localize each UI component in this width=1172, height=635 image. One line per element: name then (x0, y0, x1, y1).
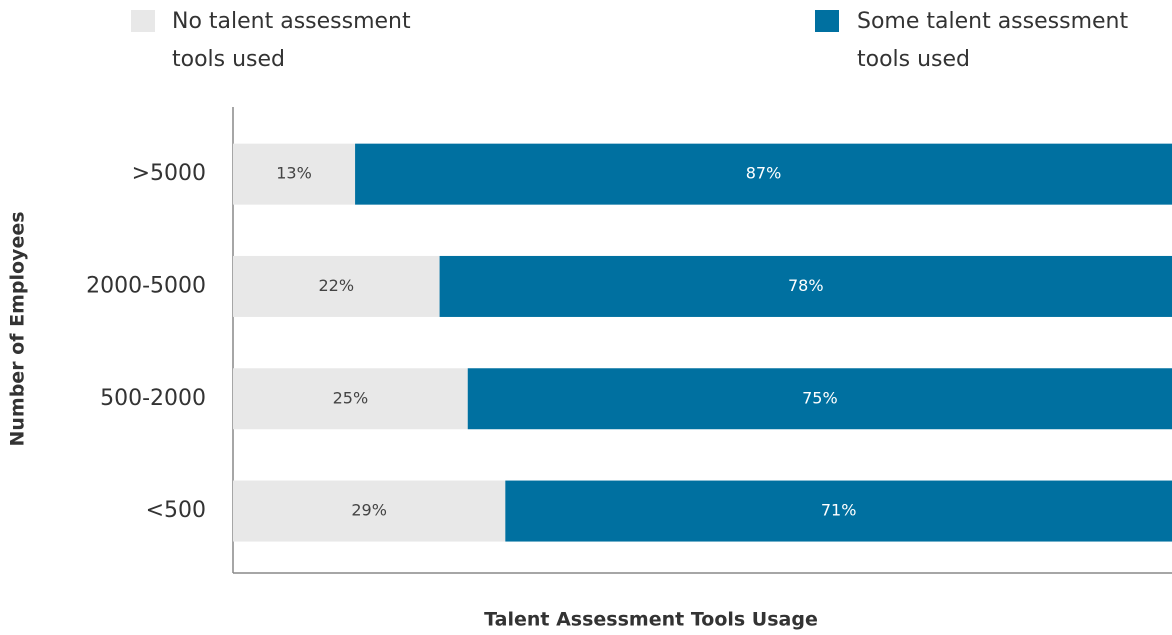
legend-label: Some talent assessment tools used (857, 9, 1129, 72)
legend-label: No talent assessment tools used (172, 9, 411, 72)
bar-segment (467, 368, 1172, 430)
data-label: 25% (333, 388, 369, 407)
data-label: 29% (351, 501, 387, 520)
y-tick-label: 500-2000 (100, 386, 206, 411)
y-tick-label: 2000-5000 (86, 273, 206, 298)
data-label: 22% (319, 276, 355, 295)
bar-segment (439, 255, 1172, 317)
data-label: 87% (746, 164, 782, 183)
data-label: 75% (802, 388, 838, 407)
legend-swatch (131, 10, 155, 32)
legend-swatch (815, 10, 839, 32)
bar-segment (233, 255, 440, 317)
bar-segment (233, 143, 356, 205)
bar-segment (355, 143, 1172, 205)
y-tick-label: <500 (146, 498, 206, 523)
y-axis-label: Number of Employees (7, 211, 29, 446)
bar-segment (233, 480, 506, 542)
data-label: 13% (276, 164, 312, 183)
y-tick-label: >5000 (132, 161, 206, 186)
bar-segment (505, 480, 1172, 542)
data-label: 78% (788, 276, 824, 295)
bar-segment (233, 368, 468, 430)
data-label: 71% (821, 501, 857, 520)
x-axis-label: Talent Assessment Tools Usage (484, 609, 818, 631)
